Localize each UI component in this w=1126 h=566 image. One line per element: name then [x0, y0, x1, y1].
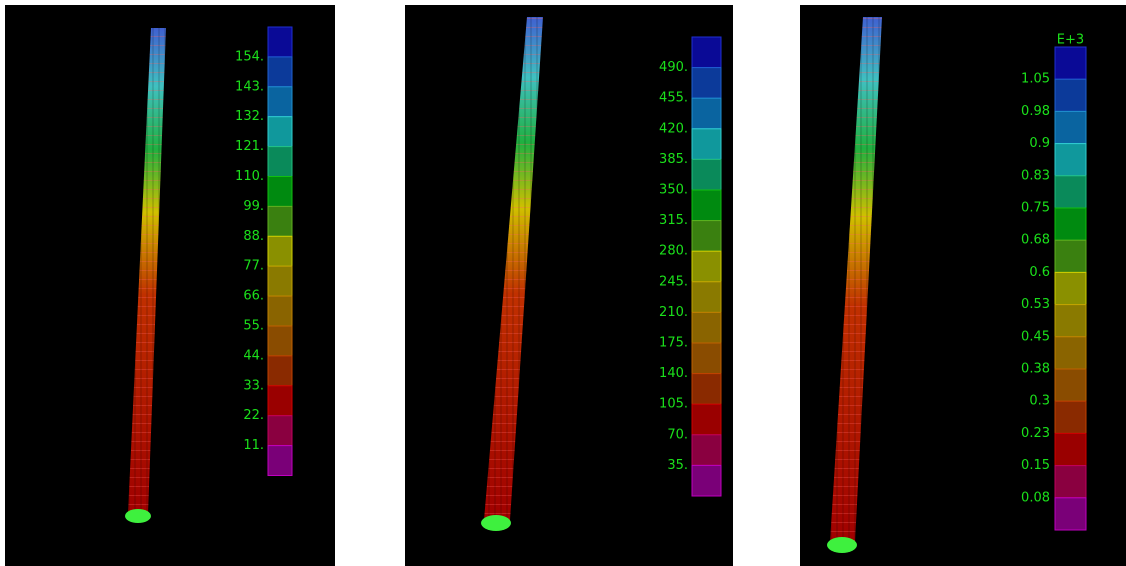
legend-label: 121.: [235, 139, 264, 154]
legend-label: 1.05: [1021, 72, 1050, 87]
legend-label: 0.08: [1021, 490, 1050, 505]
legend-label: 315.: [659, 213, 688, 228]
legend-label: 77.: [243, 259, 264, 274]
legend-cell: [268, 87, 292, 117]
legend-label: 154.: [235, 49, 264, 64]
legend-cell: [268, 296, 292, 326]
legend-label: 0.98: [1021, 104, 1050, 119]
legend-label: 35.: [667, 458, 688, 473]
legend-cell: [1055, 498, 1086, 530]
legend-cell: [1055, 208, 1086, 240]
legend-cell: [268, 236, 292, 266]
legend-cell: [1055, 47, 1086, 79]
legend-label: 245.: [659, 274, 688, 289]
legend-header: E+3: [1057, 33, 1084, 48]
legend-cell: [1055, 240, 1086, 272]
legend-cell: [268, 356, 292, 386]
legend-label: 350.: [659, 183, 688, 198]
legend-label: 175.: [659, 336, 688, 351]
legend-label: 66.: [243, 289, 264, 304]
legend-cell: [1055, 111, 1086, 143]
legend-cell: [1055, 466, 1086, 498]
legend-cell: [268, 416, 292, 446]
legend-cell: [692, 251, 721, 282]
legend-cell: [1055, 79, 1086, 111]
legend-label: 0.23: [1021, 426, 1050, 441]
legend-label: 0.6: [1029, 265, 1050, 280]
legend-cell: [1055, 337, 1086, 369]
legend-label: 420.: [659, 121, 688, 136]
legend-cell: [692, 465, 721, 496]
legend-cell: [268, 177, 292, 207]
legend-label: 140.: [659, 366, 688, 381]
legend-cell: [268, 57, 292, 87]
legend-label: 0.9: [1029, 136, 1050, 151]
legend-cell: [692, 190, 721, 221]
legend-cell: [692, 404, 721, 435]
legend-label: 88.: [243, 229, 264, 244]
legend-label: 280.: [659, 244, 688, 259]
legend-label: 55.: [243, 319, 264, 334]
legend-cell: [268, 27, 292, 57]
legend-label: 210.: [659, 305, 688, 320]
legend-label: 105.: [659, 397, 688, 412]
legend-cell: [268, 386, 292, 416]
legend-cell: [268, 326, 292, 356]
legend-cell: [692, 282, 721, 313]
legend-label: 0.83: [1021, 168, 1050, 183]
legend-label: 0.3: [1029, 394, 1050, 409]
legend-cell: [1055, 401, 1086, 433]
legend-label: 70.: [667, 427, 688, 442]
legend-label: 455.: [659, 91, 688, 106]
legend-cell: [1055, 433, 1086, 465]
legend-cell: [1055, 176, 1086, 208]
legend-label: 0.53: [1021, 297, 1050, 312]
legend-cell: [268, 266, 292, 296]
legend-label: 143.: [235, 79, 264, 94]
legend-cell: [692, 221, 721, 252]
legend-cell: [692, 129, 721, 160]
screenshot: 154. 143. 132. 121. 110. 99. 88. 77. 66. 55. 44. 33…: [0, 0, 1126, 566]
legend-label: 110.: [235, 169, 264, 184]
legend-cell: [1055, 369, 1086, 401]
legend-cell: [692, 159, 721, 190]
legend-label: 99.: [243, 199, 264, 214]
legend-label: 0.38: [1021, 362, 1050, 377]
legend-label: 11.: [243, 438, 264, 453]
legend-label: 22.: [243, 408, 264, 423]
legend-cell: [692, 312, 721, 343]
legend-cell: [692, 374, 721, 405]
legend-label: 0.45: [1021, 329, 1050, 344]
legend-label: 0.15: [1021, 458, 1050, 473]
legend-label: 33.: [243, 378, 264, 393]
legend-cell: [1055, 305, 1086, 337]
legend-label: 132.: [235, 109, 264, 124]
legend-cell: [268, 147, 292, 177]
legend-label: 0.75: [1021, 201, 1050, 216]
legend-cell: [692, 37, 721, 68]
legend-cell: [1055, 144, 1086, 176]
legend-cell: [268, 446, 292, 476]
legend-label: 490.: [659, 60, 688, 75]
legend-cell: [692, 435, 721, 466]
legend-cell: [692, 68, 721, 99]
legend-cell: [268, 117, 292, 147]
legend-label: 0.68: [1021, 233, 1050, 248]
legend-cell: [268, 206, 292, 236]
legend-cell: [692, 343, 721, 374]
legend-cell: [692, 98, 721, 129]
legend-label: 44.: [243, 348, 264, 363]
legend-label: 385.: [659, 152, 688, 167]
legend-cell: [1055, 272, 1086, 304]
